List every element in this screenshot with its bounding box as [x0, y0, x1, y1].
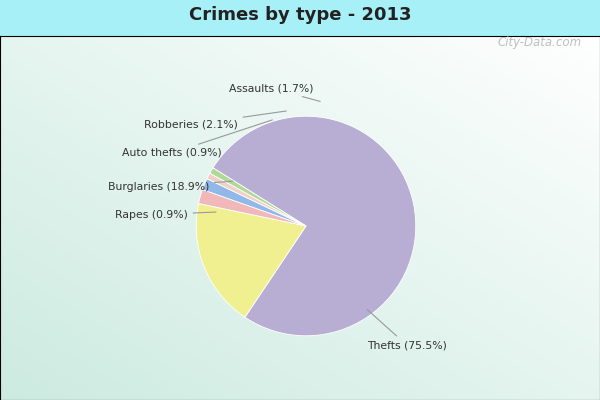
Text: Assaults (1.7%): Assaults (1.7%): [229, 83, 320, 102]
Text: City-Data.com: City-Data.com: [498, 36, 582, 49]
Text: Thefts (75.5%): Thefts (75.5%): [367, 310, 447, 351]
Wedge shape: [199, 190, 306, 226]
Wedge shape: [213, 116, 416, 336]
Wedge shape: [202, 179, 306, 226]
Wedge shape: [196, 204, 306, 317]
Text: Crimes by type - 2013: Crimes by type - 2013: [189, 6, 411, 24]
Wedge shape: [210, 168, 306, 226]
Text: Rapes (0.9%): Rapes (0.9%): [115, 210, 216, 220]
Wedge shape: [207, 173, 306, 226]
Text: Robberies (2.1%): Robberies (2.1%): [143, 111, 286, 130]
Text: Burglaries (18.9%): Burglaries (18.9%): [107, 181, 233, 192]
Text: Auto thefts (0.9%): Auto thefts (0.9%): [122, 120, 272, 158]
